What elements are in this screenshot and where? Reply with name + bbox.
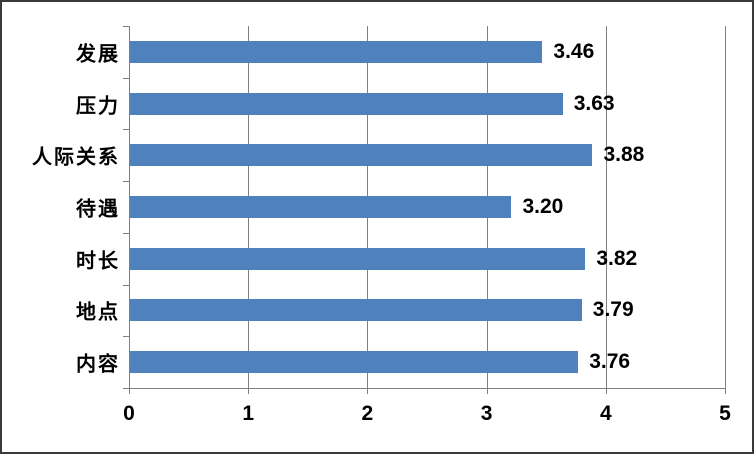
category-label: 压力 [76, 95, 120, 118]
bar [130, 196, 512, 218]
x-axis-tick [129, 388, 130, 394]
bar [130, 40, 543, 63]
vertical-gridline [725, 26, 726, 388]
y-axis-tick [123, 284, 129, 286]
x-tick-label: 4 [599, 402, 612, 425]
x-axis-tick [605, 388, 607, 394]
y-axis-tick [123, 77, 129, 79]
category-label: 待遇 [76, 198, 120, 221]
value-label: 3.76 [589, 350, 631, 374]
bar [130, 92, 563, 115]
category-label: 发展 [76, 43, 120, 66]
bar [130, 247, 586, 270]
x-axis-tick [725, 388, 726, 394]
category-label: 人际关系 [32, 146, 120, 169]
category-label: 时长 [76, 250, 120, 273]
y-axis-tick [123, 181, 129, 183]
value-label: 3.63 [573, 91, 615, 115]
x-axis-tick [367, 388, 369, 394]
x-axis [129, 388, 725, 389]
x-tick-label: 5 [719, 402, 731, 425]
x-tick-label: 3 [480, 402, 493, 425]
y-axis-tick [123, 336, 129, 338]
bar [130, 144, 593, 167]
y-axis-tick [123, 26, 129, 27]
value-label: 3.20 [522, 195, 564, 218]
x-axis-tick [486, 388, 488, 394]
x-axis-tick [248, 388, 250, 394]
y-axis-tick [123, 388, 129, 389]
category-label: 地点 [76, 301, 120, 324]
value-label: 3.88 [603, 143, 645, 167]
x-tick-label: 2 [361, 402, 374, 425]
x-tick-label: 0 [123, 402, 135, 425]
category-label: 内容 [76, 353, 120, 376]
value-label: 3.46 [553, 39, 595, 63]
value-label: 3.79 [592, 298, 634, 322]
value-label: 3.82 [596, 246, 638, 270]
y-axis-tick [123, 232, 129, 234]
bar [130, 351, 579, 374]
x-tick-label: 1 [242, 402, 255, 425]
y-axis [129, 26, 130, 394]
vertical-gridline [605, 26, 607, 388]
y-axis-tick [123, 129, 129, 131]
bar [130, 299, 582, 322]
